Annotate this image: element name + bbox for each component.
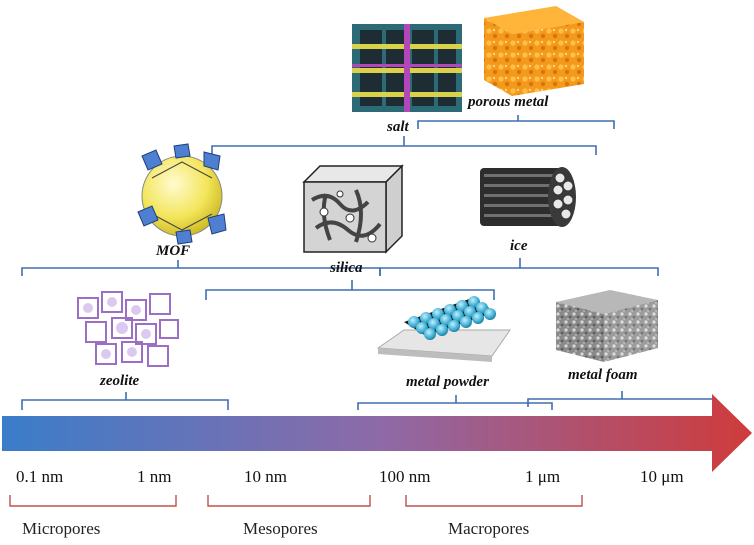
size-scale-arrow xyxy=(2,394,752,472)
metal-powder-label: metal powder xyxy=(406,374,489,390)
silica-cube-icon xyxy=(302,164,404,254)
metal-foam-bracket xyxy=(527,391,717,407)
category-micropores: Micropores xyxy=(22,519,100,538)
scale-tick-0.1nm: 0.1 nm xyxy=(16,467,63,486)
porous-metal-bracket xyxy=(417,115,615,129)
zeolite-structure-icon xyxy=(77,291,179,367)
salt-bracket xyxy=(211,136,597,155)
metal-foam-label: metal foam xyxy=(568,367,638,383)
mof-bracket xyxy=(21,260,381,276)
metal-powder-bracket xyxy=(357,395,553,410)
ice-rods-icon xyxy=(480,167,576,227)
zeolite-label: zeolite xyxy=(99,373,139,389)
metal-powder-icon xyxy=(376,296,511,362)
scale-tick-1um: 1 μm xyxy=(525,467,560,486)
mof-framework-icon xyxy=(137,143,227,245)
metal-foam-icon xyxy=(556,290,658,362)
ice-bracket xyxy=(379,258,659,276)
mof-label: MOF xyxy=(155,243,190,259)
salt-label: salt xyxy=(386,119,410,135)
scale-tick-1nm: 1 nm xyxy=(137,467,171,486)
ice-label: ice xyxy=(510,238,528,254)
category-macropores: Macropores xyxy=(448,519,529,538)
scale-tick-10um: 10 μm xyxy=(640,467,684,486)
silica-label: silica xyxy=(329,260,363,276)
silica-bracket xyxy=(205,280,495,300)
scale-tick-100nm: 100 nm xyxy=(379,467,430,486)
salt-crystal-icon xyxy=(352,24,462,112)
micropores-bracket xyxy=(9,495,177,507)
porous-metal-cube-icon xyxy=(484,6,584,96)
zeolite-bracket xyxy=(21,392,229,410)
mesopores-bracket xyxy=(207,495,371,507)
category-mesopores: Mesopores xyxy=(243,519,318,538)
porous-metal-label: porous metal xyxy=(466,94,549,110)
scale-tick-10nm: 10 nm xyxy=(244,467,287,486)
macropores-bracket xyxy=(405,495,583,507)
